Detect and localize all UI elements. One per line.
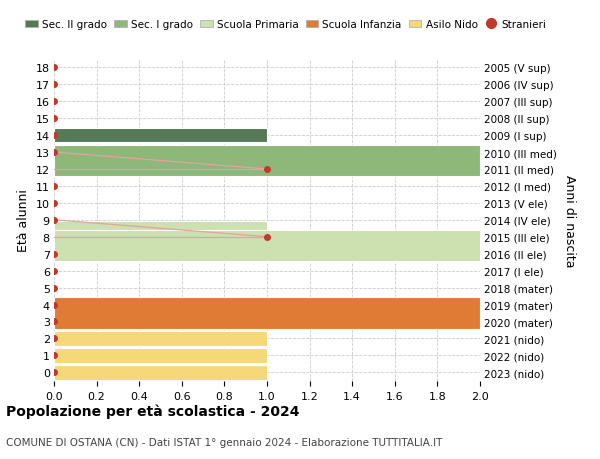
Bar — [54, 348, 267, 363]
Bar — [54, 222, 267, 236]
Bar — [54, 331, 267, 346]
Bar — [54, 298, 267, 312]
Legend: Sec. II grado, Sec. I grado, Scuola Primaria, Scuola Infanzia, Asilo Nido, Stran: Sec. II grado, Sec. I grado, Scuola Prim… — [25, 20, 547, 30]
Bar — [54, 146, 480, 177]
Bar — [54, 365, 267, 380]
Bar — [54, 230, 480, 261]
Bar — [54, 129, 267, 143]
Y-axis label: Anni di nascita: Anni di nascita — [563, 174, 577, 267]
Bar — [54, 298, 480, 329]
Y-axis label: Età alunni: Età alunni — [17, 189, 30, 252]
Text: COMUNE DI OSTANA (CN) - Dati ISTAT 1° gennaio 2024 - Elaborazione TUTTITALIA.IT: COMUNE DI OSTANA (CN) - Dati ISTAT 1° ge… — [6, 437, 442, 447]
Text: Popolazione per età scolastica - 2024: Popolazione per età scolastica - 2024 — [6, 404, 299, 419]
